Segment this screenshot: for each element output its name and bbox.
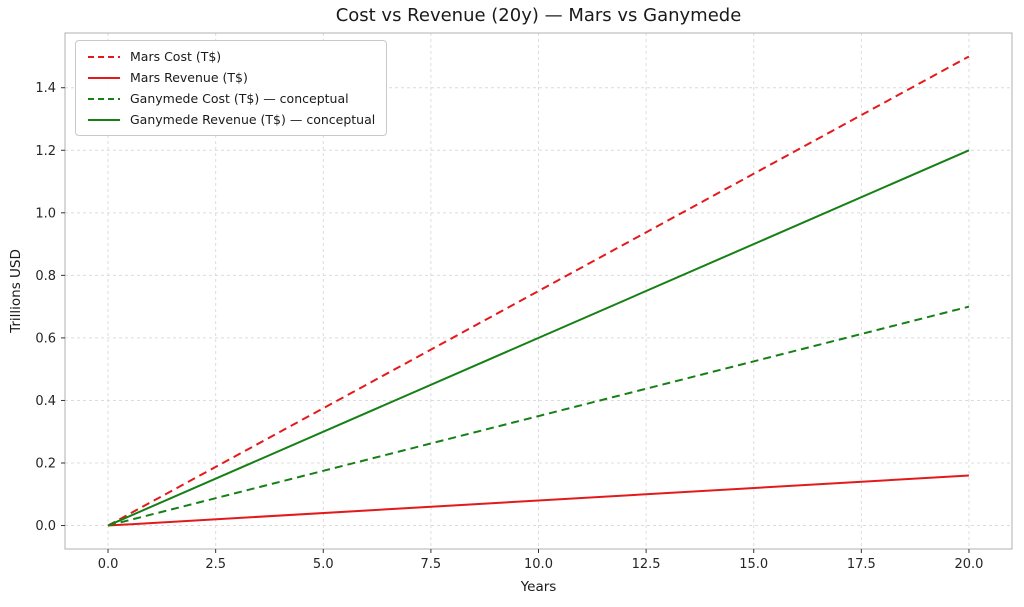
- legend-line-sample: [88, 55, 120, 58]
- legend: Mars Cost (T$) Mars Revenue (T$) Ganymede …: [75, 40, 388, 136]
- x-tick-label: 12.5: [632, 557, 661, 572]
- x-tick-label: 17.5: [847, 557, 876, 572]
- x-tick-label: 7.5: [421, 557, 442, 572]
- x-tick-label: 0.0: [98, 557, 119, 572]
- y-tick-label: 1.2: [35, 144, 56, 159]
- series-line-ganymede-revenue-t-conceptual: [107, 149, 970, 527]
- legend-item: Ganymede Cost (T$) — conceptual: [87, 91, 375, 106]
- y-tick-label: 0.4: [35, 394, 56, 409]
- x-axis-label: Years: [520, 579, 557, 595]
- legend-label: Ganymede Cost (T$) — conceptual: [130, 91, 349, 106]
- chart-title: Cost vs Revenue (20y) — Mars vs Ganymede: [335, 5, 742, 26]
- legend-line-sample: [88, 97, 120, 100]
- x-tick-label: 15.0: [739, 557, 768, 572]
- legend-line-sample: [88, 118, 120, 121]
- y-tick-label: 0.0: [35, 519, 56, 534]
- y-tick-label: 0.2: [35, 457, 56, 472]
- legend-line-sample: [88, 76, 120, 79]
- y-tick-label: 0.8: [35, 269, 56, 284]
- y-tick-label: 0.6: [35, 331, 56, 346]
- legend-item: Mars Revenue (T$): [87, 70, 375, 85]
- y-tick-label: 1.4: [35, 81, 56, 96]
- series-line-mars-revenue-t: [107, 474, 970, 527]
- legend-item: Mars Cost (T$): [87, 49, 375, 64]
- x-tick-label: 2.5: [205, 557, 226, 572]
- x-tick-label: 20.0: [954, 557, 983, 572]
- series-line-mars-cost-t: [107, 55, 970, 527]
- series-line-ganymede-cost-t-conceptual: [107, 305, 970, 527]
- legend-item: Ganymede Revenue (T$) — conceptual: [87, 112, 375, 127]
- y-tick-label: 1.0: [35, 206, 56, 221]
- x-tick-label: 5.0: [313, 557, 334, 572]
- x-tick-label: 10.0: [524, 557, 553, 572]
- legend-label: Ganymede Revenue (T$) — conceptual: [130, 112, 376, 127]
- legend-label: Mars Cost (T$): [130, 49, 222, 64]
- legend-label: Mars Revenue (T$): [130, 70, 248, 85]
